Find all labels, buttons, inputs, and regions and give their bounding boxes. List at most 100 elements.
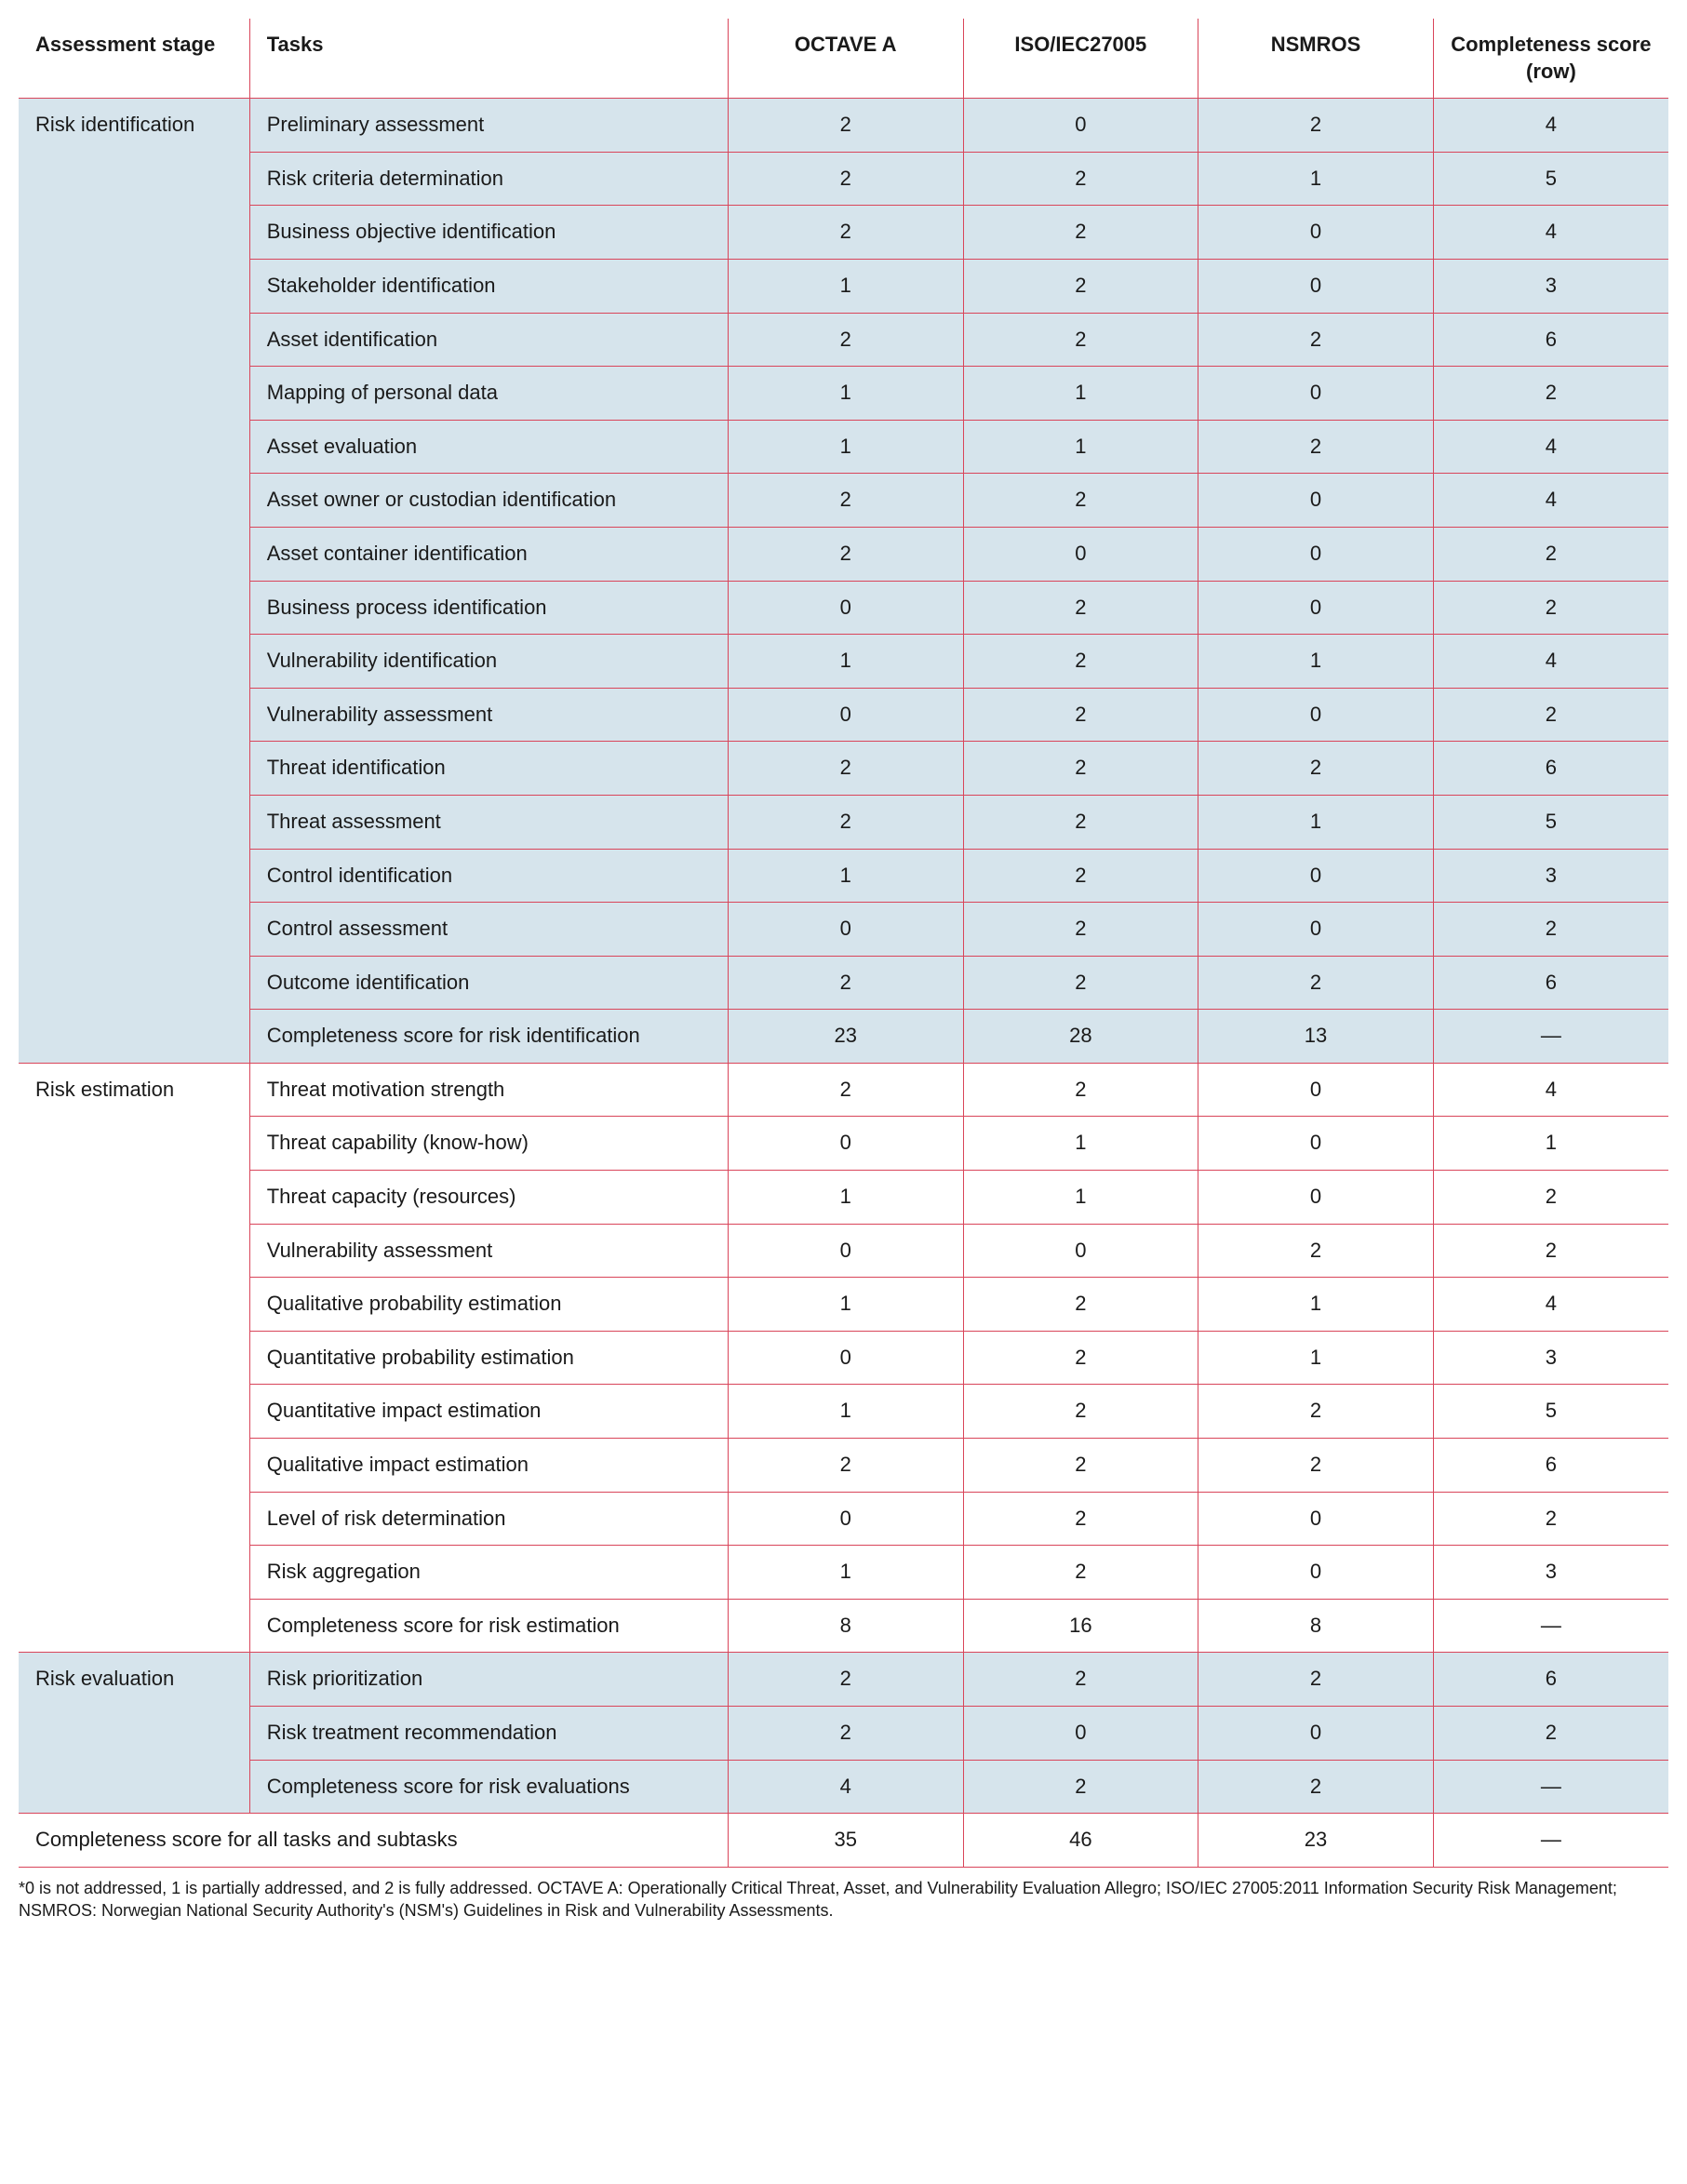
task-cell: Asset evaluation: [249, 420, 728, 474]
value-cell: 3: [1433, 849, 1668, 903]
value-cell: 0: [1198, 1171, 1434, 1225]
value-cell: 2: [1198, 1760, 1434, 1814]
value-cell: 2: [963, 206, 1198, 260]
value-cell: 2: [963, 259, 1198, 313]
table-row: Business objective identification2204: [19, 206, 1668, 260]
task-cell: Vulnerability identification: [249, 635, 728, 689]
value-cell: 2: [728, 1707, 963, 1761]
value-cell: 0: [1198, 849, 1434, 903]
value-cell: 5: [1433, 795, 1668, 849]
value-cell: 4: [1433, 99, 1668, 153]
table-row: Asset owner or custodian identification2…: [19, 474, 1668, 528]
value-cell: 13: [1198, 1010, 1434, 1064]
value-cell: 0: [1198, 1063, 1434, 1117]
value-cell: 2: [963, 1760, 1198, 1814]
stage-cell: Risk identification: [19, 99, 249, 1064]
value-cell: 1: [728, 635, 963, 689]
value-cell: 16: [963, 1599, 1198, 1653]
value-cell: 2: [728, 795, 963, 849]
value-cell: 2: [1433, 581, 1668, 635]
value-cell: 2: [963, 1492, 1198, 1546]
value-cell: 0: [728, 903, 963, 957]
total-row: Completeness score for all tasks and sub…: [19, 1814, 1668, 1868]
value-cell: 0: [1198, 1117, 1434, 1171]
value-cell: 1: [1198, 1278, 1434, 1332]
value-cell: —: [1433, 1599, 1668, 1653]
value-cell: 0: [728, 688, 963, 742]
table-row: Quantitative impact estimation1225: [19, 1385, 1668, 1439]
value-cell: 0: [1198, 527, 1434, 581]
task-cell: Threat capability (know-how): [249, 1117, 728, 1171]
task-cell: Business objective identification: [249, 206, 728, 260]
task-cell: Asset owner or custodian identification: [249, 474, 728, 528]
value-cell: 2: [1198, 956, 1434, 1010]
value-cell: 1: [1198, 152, 1434, 206]
value-cell: 0: [728, 1331, 963, 1385]
task-cell: Completeness score for risk evaluations: [249, 1760, 728, 1814]
col-rowscore: Completeness score (row): [1433, 19, 1668, 99]
value-cell: 2: [1433, 1707, 1668, 1761]
value-cell: 0: [1198, 903, 1434, 957]
task-cell: Mapping of personal data: [249, 367, 728, 421]
total-value: 23: [1198, 1814, 1434, 1868]
table-row: Stakeholder identification1203: [19, 259, 1668, 313]
assessment-table: Assessment stage Tasks OCTAVE A ISO/IEC2…: [19, 19, 1668, 1868]
value-cell: 2: [728, 474, 963, 528]
value-cell: 4: [1433, 474, 1668, 528]
value-cell: 0: [1198, 1546, 1434, 1600]
value-cell: 2: [1433, 367, 1668, 421]
table-row: Completeness score for risk estimation81…: [19, 1599, 1668, 1653]
task-cell: Risk aggregation: [249, 1546, 728, 1600]
table-row: Threat capacity (resources)1102: [19, 1171, 1668, 1225]
task-cell: Control identification: [249, 849, 728, 903]
value-cell: 2: [728, 1063, 963, 1117]
value-cell: 2: [728, 1653, 963, 1707]
value-cell: 2: [963, 956, 1198, 1010]
task-cell: Threat motivation strength: [249, 1063, 728, 1117]
value-cell: 2: [963, 1653, 1198, 1707]
value-cell: 2: [1433, 1224, 1668, 1278]
value-cell: 2: [1433, 527, 1668, 581]
value-cell: 6: [1433, 1653, 1668, 1707]
table-row: Outcome identification2226: [19, 956, 1668, 1010]
table-row: Control identification1203: [19, 849, 1668, 903]
total-label: Completeness score for all tasks and sub…: [19, 1814, 728, 1868]
stage-cell: Risk estimation: [19, 1063, 249, 1653]
value-cell: 2: [963, 742, 1198, 796]
value-cell: 1: [728, 1546, 963, 1600]
value-cell: 2: [963, 313, 1198, 367]
value-cell: 2: [963, 688, 1198, 742]
value-cell: 1: [728, 849, 963, 903]
task-cell: Threat assessment: [249, 795, 728, 849]
value-cell: 1: [963, 1117, 1198, 1171]
task-cell: Level of risk determination: [249, 1492, 728, 1546]
value-cell: 3: [1433, 1331, 1668, 1385]
value-cell: 4: [1433, 420, 1668, 474]
value-cell: 2: [1198, 742, 1434, 796]
value-cell: 2: [728, 956, 963, 1010]
value-cell: 0: [1198, 206, 1434, 260]
task-cell: Threat identification: [249, 742, 728, 796]
value-cell: 0: [963, 1707, 1198, 1761]
value-cell: 2: [728, 99, 963, 153]
table-row: Qualitative impact estimation2226: [19, 1439, 1668, 1493]
col-iso: ISO/IEC27005: [963, 19, 1198, 99]
task-cell: Control assessment: [249, 903, 728, 957]
table-row: Qualitative probability estimation1214: [19, 1278, 1668, 1332]
value-cell: 2: [963, 1063, 1198, 1117]
value-cell: 1: [1198, 795, 1434, 849]
value-cell: 2: [963, 1385, 1198, 1439]
value-cell: 2: [963, 581, 1198, 635]
col-octave: OCTAVE A: [728, 19, 963, 99]
value-cell: 2: [728, 206, 963, 260]
value-cell: 2: [1198, 1653, 1434, 1707]
value-cell: 2: [1198, 1385, 1434, 1439]
value-cell: 2: [728, 1439, 963, 1493]
task-cell: Outcome identification: [249, 956, 728, 1010]
value-cell: 4: [1433, 1063, 1668, 1117]
table-row: Level of risk determination0202: [19, 1492, 1668, 1546]
value-cell: 1: [963, 420, 1198, 474]
value-cell: 2: [963, 849, 1198, 903]
value-cell: 0: [1198, 1492, 1434, 1546]
value-cell: 1: [728, 259, 963, 313]
